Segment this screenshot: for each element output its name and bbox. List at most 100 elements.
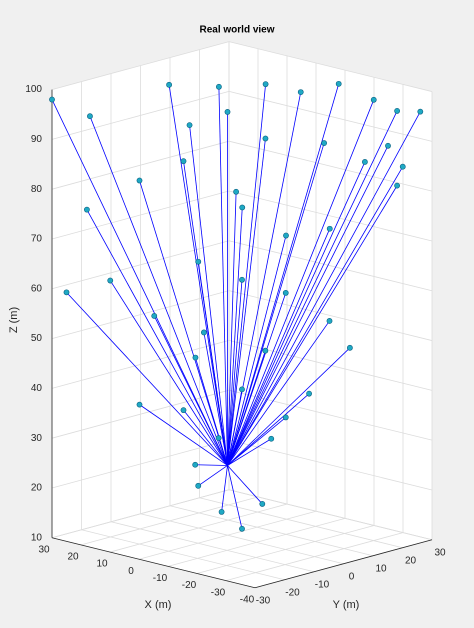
ray — [227, 99, 375, 466]
grid-line — [51, 339, 230, 389]
ray — [153, 315, 228, 466]
z-tick-label: 40 — [31, 383, 43, 394]
grid-line — [228, 489, 433, 541]
point — [239, 525, 245, 532]
ray — [66, 292, 228, 466]
point — [394, 182, 400, 189]
ray — [51, 99, 228, 466]
point — [136, 401, 143, 408]
x-tick-label: -40 — [240, 594, 255, 605]
z-tick-label: 30 — [31, 433, 43, 444]
z-tick-label: 70 — [31, 234, 43, 245]
ray — [227, 191, 237, 466]
grid-line — [199, 497, 403, 549]
ray — [89, 116, 228, 466]
point — [192, 461, 199, 468]
ray — [227, 110, 398, 466]
axes-box — [51, 41, 433, 589]
point — [262, 135, 269, 142]
point — [306, 390, 312, 397]
grid-line — [51, 290, 230, 339]
ray — [227, 320, 330, 466]
ray — [227, 465, 263, 505]
grid-line — [51, 389, 230, 439]
ray — [168, 84, 228, 466]
point — [394, 108, 400, 114]
z-tick-label: 80 — [31, 184, 43, 195]
point — [151, 313, 158, 319]
point — [262, 81, 269, 88]
ray — [227, 207, 243, 466]
point — [107, 277, 114, 284]
ray — [221, 465, 228, 512]
ray — [195, 357, 228, 466]
x-tick-label: 20 — [67, 552, 79, 563]
point — [282, 414, 289, 421]
point — [239, 276, 245, 283]
grid-line — [110, 521, 315, 573]
grid-line — [228, 290, 433, 341]
grid-line — [51, 41, 230, 90]
grid-line — [228, 190, 433, 242]
z-axis-label: Z (m) — [8, 307, 20, 333]
point — [268, 435, 275, 442]
point — [215, 83, 222, 90]
ray — [227, 279, 243, 466]
y-tick-label: 20 — [405, 555, 417, 566]
y-tick-label: -10 — [315, 579, 330, 590]
point — [326, 318, 333, 324]
point — [417, 108, 424, 115]
z-tick-label: 20 — [31, 483, 43, 494]
grid-line — [51, 489, 230, 539]
grid-line — [228, 140, 433, 192]
ray — [218, 86, 228, 466]
y-tick-label: 10 — [375, 563, 387, 574]
point — [385, 142, 391, 149]
y-tick-label: -30 — [256, 595, 271, 606]
ray — [198, 465, 228, 487]
ray — [227, 347, 351, 466]
ray — [227, 138, 266, 466]
z-tick-label: 50 — [31, 333, 43, 344]
x-tick-label: 0 — [128, 566, 134, 577]
point — [233, 188, 239, 195]
z-tick-label: 60 — [31, 283, 43, 294]
z-tick-label: 10 — [31, 532, 43, 543]
point — [239, 386, 245, 393]
grid-line — [81, 529, 285, 581]
axis-line — [254, 539, 433, 589]
ray — [86, 209, 228, 466]
x-tick-label: -10 — [153, 573, 168, 584]
ray — [139, 404, 228, 466]
x-tick-label: -30 — [211, 587, 226, 598]
point — [283, 232, 289, 239]
ray — [227, 235, 287, 466]
grid-line — [51, 240, 230, 290]
z-tick-label: 90 — [31, 134, 43, 145]
grid-line — [228, 41, 433, 92]
point — [215, 435, 222, 441]
point — [399, 163, 406, 170]
point — [326, 225, 333, 232]
point — [136, 177, 143, 184]
x-tick-label: 10 — [96, 559, 108, 570]
grid-line — [228, 389, 433, 441]
point — [87, 113, 93, 120]
x-tick-label: 30 — [38, 544, 50, 555]
grid-line — [228, 90, 433, 142]
grid-line — [228, 240, 433, 292]
point — [200, 329, 207, 336]
point — [195, 258, 202, 265]
point — [224, 109, 231, 115]
ray — [227, 228, 331, 466]
y-axis-label: Y (m) — [333, 599, 360, 611]
point — [49, 96, 55, 103]
chart-title: Real world view — [199, 25, 274, 36]
y-tick-label: -20 — [285, 587, 300, 598]
point — [335, 80, 342, 87]
point — [282, 290, 289, 296]
ray — [227, 84, 266, 466]
ray — [227, 389, 243, 466]
ray — [109, 280, 228, 466]
grid-line — [51, 90, 230, 140]
